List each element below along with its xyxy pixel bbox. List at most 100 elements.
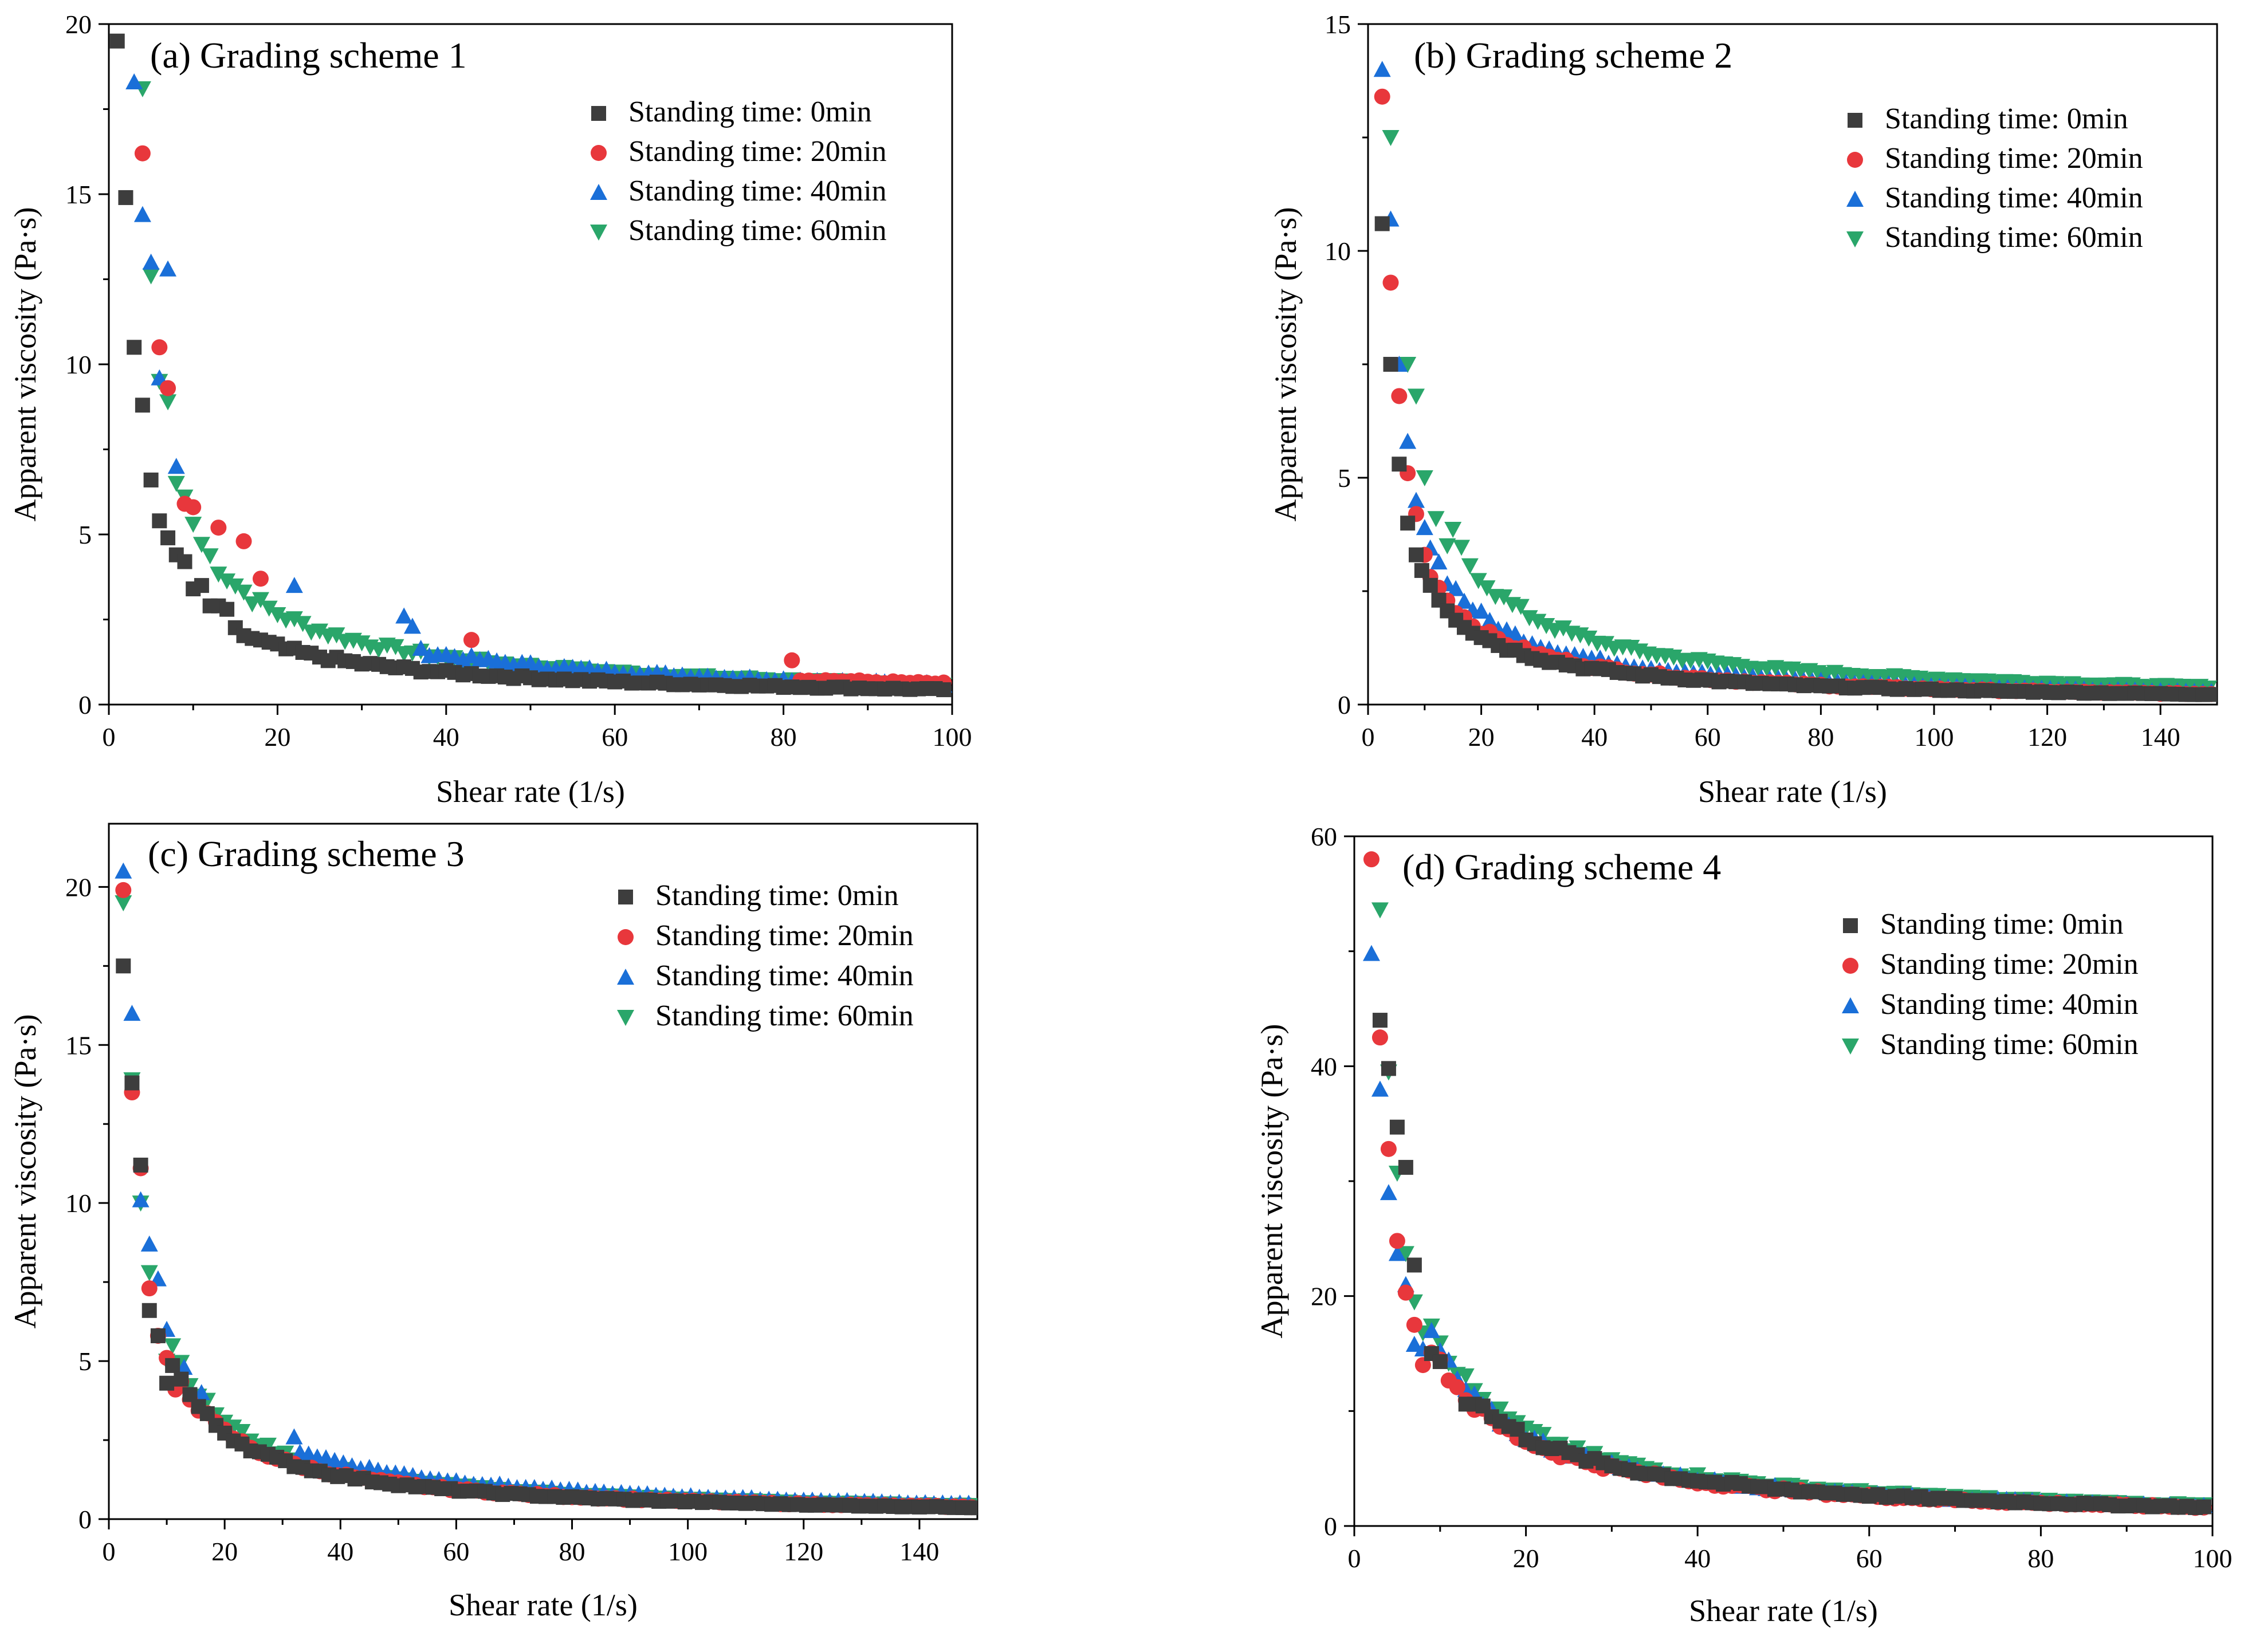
data-point [1392, 457, 1407, 472]
data-point [1457, 1368, 1475, 1384]
y-tick-label: 20 [65, 872, 92, 902]
data-point [167, 458, 185, 474]
x-tick-label: 100 [1915, 722, 1954, 752]
data-point [395, 607, 413, 624]
legend: Standing time: 0min Standing time: 20min S… [1842, 908, 2139, 1061]
y-tick-label: 0 [78, 1505, 92, 1534]
legend-marker [617, 969, 634, 985]
data-point [201, 548, 219, 565]
data-point [1400, 516, 1416, 531]
legend-label: Standing time: 0min [628, 96, 872, 128]
data-point [1383, 357, 1398, 372]
legend: Standing time: 0min Standing time: 20min S… [590, 96, 887, 247]
legend-label: Standing time: 0min [1885, 103, 2128, 135]
data-point [1427, 511, 1445, 528]
data-point [294, 616, 312, 632]
data-point [259, 1437, 277, 1454]
x-tick-label: 60 [602, 722, 628, 752]
data-point [1363, 851, 1380, 868]
legend-label: Standing time: 20min [1885, 142, 2143, 175]
data-point [1374, 88, 1390, 105]
x-axis-label: Shear rate (1/s) [449, 1588, 638, 1622]
data-point [2196, 1499, 2212, 1515]
x-tick-label: 80 [2027, 1544, 2054, 1573]
data-point [132, 1191, 150, 1207]
y-tick-label: 0 [1324, 1512, 1337, 1541]
data-point [133, 1157, 148, 1173]
legend: Standing time: 0min Standing time: 20min S… [617, 879, 914, 1032]
data-point [184, 517, 202, 533]
y-tick-label: 20 [1311, 1282, 1337, 1311]
data-point [1422, 577, 1438, 593]
data-point [1554, 620, 1572, 637]
x-tick-label: 100 [668, 1537, 708, 1566]
data-point [1371, 1029, 1388, 1046]
y-tick-label: 20 [65, 10, 92, 39]
data-point [115, 895, 132, 911]
data-point [118, 190, 133, 205]
data-point [1432, 1354, 1448, 1370]
legend-marker [618, 929, 634, 945]
data-point [1374, 216, 1390, 231]
legend-label: Standing time: 20min [1880, 948, 2139, 981]
legend-marker [1848, 113, 1862, 128]
data-point [964, 1500, 977, 1516]
legend-marker [1842, 958, 1858, 974]
chart-title: (d) Grading scheme 4 [1402, 847, 1721, 887]
data-point [1388, 1245, 1406, 1261]
data-point [252, 571, 269, 587]
data-point [1391, 388, 1408, 404]
x-tick-label: 80 [559, 1537, 585, 1566]
data-point [127, 340, 142, 355]
panel-d: 0 20 40 60 80 100 0 20 40 60 Shear rate (1/s) Appar… [1255, 822, 2233, 1628]
data-point [1422, 1321, 1440, 1338]
y-tick-label: 0 [1338, 690, 1351, 719]
data-point [387, 639, 404, 655]
x-tick-label: 80 [1807, 722, 1834, 752]
data-point [1407, 388, 1425, 405]
chart-title: (a) Grading scheme 1 [150, 35, 467, 76]
y-tick-label: 15 [1325, 10, 1351, 39]
x-tick-label: 60 [443, 1537, 469, 1566]
x-tick-label: 140 [2141, 722, 2180, 752]
data-point [285, 577, 303, 593]
data-point [185, 499, 202, 516]
x-tick-label: 100 [2193, 1544, 2233, 1573]
data-point [1371, 902, 1389, 919]
data-point [784, 652, 800, 668]
legend-marker [1846, 191, 1864, 207]
data-point [1397, 1284, 1414, 1301]
chart-title: (b) Grading scheme 2 [1414, 35, 1732, 76]
y-tick-label: 5 [78, 1347, 92, 1376]
data-point [235, 584, 253, 601]
data-point [936, 682, 952, 698]
data-point [167, 475, 185, 492]
data-point [1405, 1335, 1423, 1352]
legend-marker [591, 106, 606, 121]
data-point [1380, 1184, 1397, 1201]
data-points [1373, 61, 2217, 702]
data-point [218, 573, 236, 590]
y-tick-label: 0 [78, 690, 92, 719]
data-point [1407, 491, 1425, 508]
x-tick-label: 20 [1468, 722, 1495, 752]
data-point [141, 1280, 158, 1297]
data-point [1371, 1080, 1389, 1097]
x-tick-label: 40 [1581, 722, 1608, 752]
data-point [269, 607, 286, 624]
data-point [1408, 547, 1424, 563]
y-tick-label: 10 [1325, 237, 1351, 266]
x-tick-label: 60 [1695, 722, 1721, 752]
data-point [1506, 625, 1524, 642]
legend-label: Standing time: 20min [628, 135, 887, 168]
plot-frame [108, 823, 978, 1520]
data-point [174, 1371, 189, 1387]
data-point [1389, 1119, 1405, 1135]
data-point [1373, 61, 1391, 77]
y-tick-label: 60 [1311, 822, 1337, 851]
data-point [134, 145, 151, 162]
legend-marker [1846, 231, 1864, 247]
panel-a: 0 20 40 60 80 100 0 5 10 15 20 Shear rate (1/s) Appa… [8, 10, 972, 809]
y-axis-label: Apparent viscosity (Pa·s) [8, 1014, 42, 1329]
legend-marker [617, 1010, 634, 1026]
